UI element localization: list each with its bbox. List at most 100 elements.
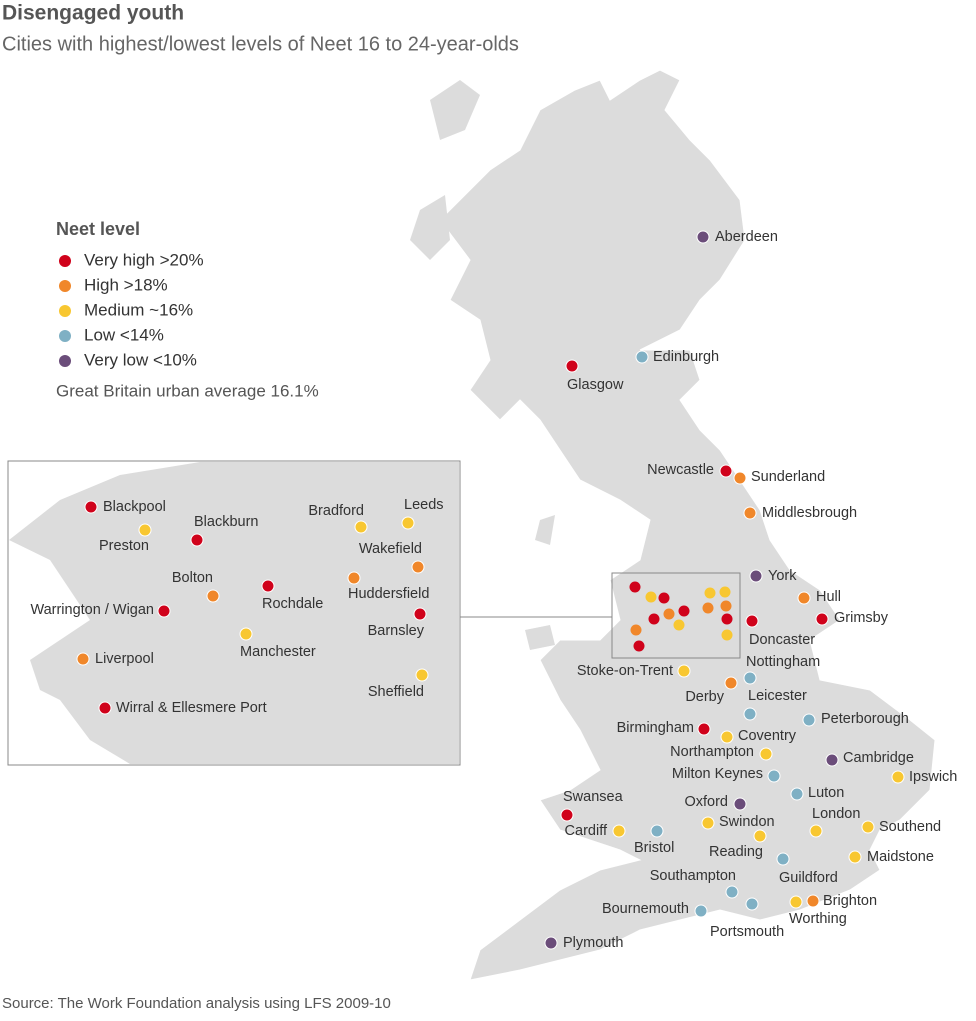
city-dot [719, 464, 733, 478]
city-dot [724, 676, 738, 690]
locator-dot [678, 605, 690, 617]
legend-swatch [59, 305, 71, 317]
city-dot [745, 897, 759, 911]
city-label: Doncaster [749, 632, 815, 648]
city-dot [733, 471, 747, 485]
city-dot [809, 824, 823, 838]
city-dot [84, 500, 98, 514]
locator-dot [645, 591, 657, 603]
legend-title: Neet level [56, 219, 140, 239]
city-label: Hull [816, 589, 841, 605]
subtitle: Cities with highest/lowest levels of Nee… [2, 33, 519, 55]
city-label: Leicester [748, 688, 807, 704]
locator-dot [704, 587, 716, 599]
city-dot [347, 571, 361, 585]
city-dot [76, 652, 90, 666]
legend-swatch [59, 255, 71, 267]
island [535, 515, 555, 545]
locator-dot [720, 600, 732, 612]
city-label: Bradford [308, 503, 364, 519]
city-label: Reading [709, 844, 763, 860]
city-dot [743, 707, 757, 721]
city-label: Middlesbrough [762, 505, 857, 521]
city-label: Wirral & Ellesmere Port [116, 700, 267, 716]
city-dot [560, 808, 574, 822]
city-label: Peterborough [821, 711, 909, 727]
locator-dot [721, 613, 733, 625]
city-label: Glasgow [567, 377, 624, 393]
city-dot [677, 664, 691, 678]
city-label: Preston [99, 538, 149, 554]
city-dot [157, 604, 171, 618]
city-dot [759, 747, 773, 761]
title: Disengaged youth [2, 2, 184, 25]
city-label: Wakefield [359, 541, 422, 557]
locator-dot [630, 624, 642, 636]
city-dot [635, 350, 649, 364]
city-label: Plymouth [563, 935, 623, 951]
city-dot [565, 359, 579, 373]
city-dot [401, 516, 415, 530]
city-dot [701, 816, 715, 830]
legend-label: High >18% [84, 275, 168, 294]
city-label: Cardiff [565, 823, 608, 839]
city-dot [861, 820, 875, 834]
legend-label: Medium ~16% [84, 300, 193, 319]
city-dot [767, 769, 781, 783]
city-label: Southampton [650, 868, 736, 884]
locator-dot [719, 586, 731, 598]
locator-dot [658, 592, 670, 604]
city-dot [743, 506, 757, 520]
city-dot [891, 770, 905, 784]
legend-swatch [59, 330, 71, 342]
city-dot [138, 523, 152, 537]
city-dot [650, 824, 664, 838]
locator-dot [702, 602, 714, 614]
city-label: Blackpool [103, 499, 166, 515]
city-dot [354, 520, 368, 534]
island [525, 625, 555, 650]
city-dot [261, 579, 275, 593]
city-dot [802, 713, 816, 727]
city-label: Stoke-on-Trent [577, 663, 673, 679]
city-label: Liverpool [95, 651, 154, 667]
locator-box [611, 572, 741, 659]
city-label: Portsmouth [710, 924, 784, 940]
city-label: Leeds [404, 497, 444, 513]
city-label: Maidstone [867, 849, 934, 865]
city-label: Brighton [823, 893, 877, 909]
locator-dot [663, 608, 675, 620]
city-dot [720, 730, 734, 744]
city-dot [694, 904, 708, 918]
city-label: Guildford [779, 870, 838, 886]
city-label: Southend [879, 819, 941, 835]
locator-dot [633, 640, 645, 652]
city-dot [825, 753, 839, 767]
city-label: Bolton [172, 570, 213, 586]
city-dot [239, 627, 253, 641]
city-label: Cambridge [843, 750, 914, 766]
city-dot [743, 671, 757, 685]
city-label: Luton [808, 785, 844, 801]
city-label: Grimsby [834, 610, 889, 626]
city-dot [98, 701, 112, 715]
city-label: Worthing [789, 911, 847, 927]
city-dot [753, 829, 767, 843]
source: Source: The Work Foundation analysis usi… [2, 995, 391, 1012]
locator-dot [629, 581, 641, 593]
city-label: Aberdeen [715, 229, 778, 245]
city-label: Rochdale [262, 596, 323, 612]
city-label: Warrington / Wigan [30, 602, 154, 618]
city-label: Northampton [670, 744, 754, 760]
city-label: Derby [685, 689, 724, 705]
city-label: Birmingham [617, 720, 694, 736]
city-dot [806, 894, 820, 908]
city-label: London [812, 806, 860, 822]
city-dot [190, 533, 204, 547]
legend-label: Very high >20% [84, 250, 204, 269]
city-dot [797, 591, 811, 605]
inset-land [9, 462, 459, 764]
city-dot [789, 895, 803, 909]
city-label: Barnsley [368, 623, 425, 639]
